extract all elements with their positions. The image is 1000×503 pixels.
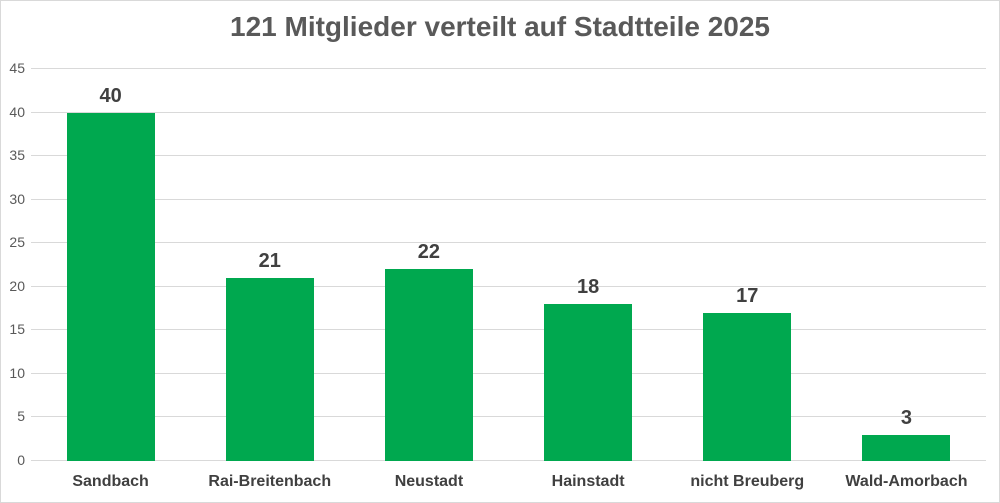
y-tick-label: 20 xyxy=(9,277,25,294)
x-category-label: nicht Breuberg xyxy=(690,473,805,490)
gridline xyxy=(31,329,986,331)
bar xyxy=(66,112,155,461)
chart-title: 121 Mitglieder verteilt auf Stadtteile 2… xyxy=(230,11,770,42)
bar xyxy=(225,278,314,461)
bar-slot: 40 xyxy=(31,69,190,461)
y-tick-label: 30 xyxy=(9,190,25,207)
y-tick-label: 10 xyxy=(9,364,25,381)
bar xyxy=(862,434,951,461)
bars-container: 40 21 22 18 17 3 xyxy=(31,69,986,461)
x-category-label: Hainstadt xyxy=(551,473,625,490)
y-tick-label: 35 xyxy=(9,147,25,164)
y-axis: 0 5 10 15 20 25 30 35 40 45 xyxy=(1,61,27,467)
bar-value-label: 21 xyxy=(258,250,281,273)
y-tick-label: 25 xyxy=(9,234,25,251)
bar xyxy=(384,269,473,461)
x-category-label: Rai-Breitenbach xyxy=(208,473,332,490)
gridline xyxy=(31,372,986,374)
gridline xyxy=(31,242,986,244)
y-tick-label: 5 xyxy=(17,408,25,425)
bar xyxy=(703,312,792,461)
x-category-label: Neustadt xyxy=(394,473,464,490)
bar xyxy=(544,304,633,461)
y-tick-label: 45 xyxy=(9,60,25,76)
gridline xyxy=(31,416,986,418)
y-tick-label: 0 xyxy=(17,452,25,468)
bar-slot: 21 xyxy=(190,69,349,461)
bar-value-label: 18 xyxy=(576,276,600,299)
bar-slot: 22 xyxy=(349,69,508,461)
x-category-label: Wald-Amorbach xyxy=(845,473,968,490)
bar-slot: 18 xyxy=(509,69,668,461)
x-category-label: Sandbach xyxy=(72,473,149,490)
x-axis-line xyxy=(31,460,986,461)
bar-value-label: 40 xyxy=(99,84,122,107)
gridline xyxy=(31,285,986,287)
gridline xyxy=(31,111,986,113)
bar-value-label: 3 xyxy=(900,406,912,429)
plot-area xyxy=(31,68,986,461)
gridline xyxy=(31,68,986,70)
bar-slot: 17 xyxy=(668,69,827,461)
y-tick-label: 40 xyxy=(9,103,25,120)
bar-value-label: 17 xyxy=(736,284,759,307)
x-axis-labels: Sandbach Rai-Breitenbach Neustadt Hainstadt… xyxy=(31,463,986,501)
y-tick-label: 15 xyxy=(9,321,25,338)
bar-slot: 3 xyxy=(827,69,986,461)
gridline xyxy=(31,155,986,157)
gridline xyxy=(31,198,986,200)
bar-value-label: 22 xyxy=(417,241,441,264)
